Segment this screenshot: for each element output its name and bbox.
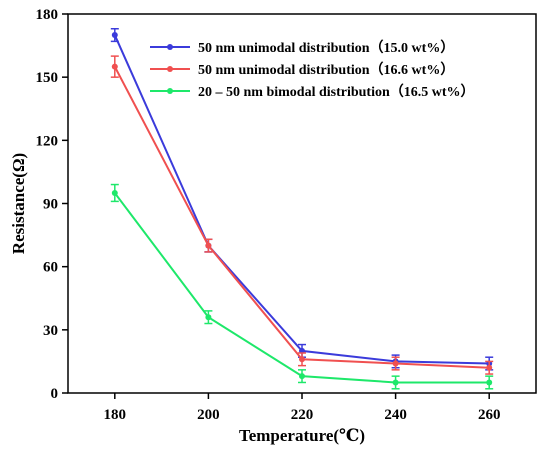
data-point [205,314,212,321]
y-tick-label: 0 [51,386,59,402]
legend-item-3: 20 – 50 nm bimodal distribution（16.5 wt%… [150,84,475,100]
series-line [113,66,490,369]
y-axis-title: Resistance(Ω) [9,153,28,254]
legend-swatch-marker [167,66,173,72]
legend-item-1: 50 nm unimodal distribution（15.0 wt%） [150,40,454,56]
legend-swatch-marker [167,44,173,50]
y-tick-label: 90 [43,197,58,213]
data-point [299,373,305,380]
x-tick-label: 260 [478,407,501,423]
data-point [486,379,493,386]
data-point [111,189,118,196]
y-tick-label: 150 [36,70,59,86]
data-point [486,364,493,371]
x-tick-label: 180 [104,407,127,423]
data-point [111,63,118,70]
x-tick-label: 240 [384,407,407,423]
series-1 [110,27,494,371]
data-point [392,360,399,367]
series-3 [110,183,494,390]
y-tick-label: 30 [43,323,58,339]
data-point [111,32,118,39]
legend-label: 50 nm unimodal distribution（15.0 wt%） [198,40,454,56]
x-axis-title: Temperature(℃) [239,426,365,445]
series-2 [110,55,494,375]
legend-item-2: 50 nm unimodal distribution（16.6 wt%） [150,62,454,78]
x-tick-label: 220 [291,407,314,423]
legend-label: 20 – 50 nm bimodal distribution（16.5 wt%… [198,84,475,100]
data-point [205,242,212,249]
data-point [299,356,305,363]
y-tick-label: 120 [36,133,59,149]
legend-label: 50 nm unimodal distribution（16.6 wt%） [198,62,454,78]
y-tick-label: 60 [43,260,58,276]
legend-swatch-marker [167,88,173,94]
y-tick-label: 180 [36,7,59,23]
x-tick-label: 200 [197,407,220,423]
data-point [392,379,399,386]
